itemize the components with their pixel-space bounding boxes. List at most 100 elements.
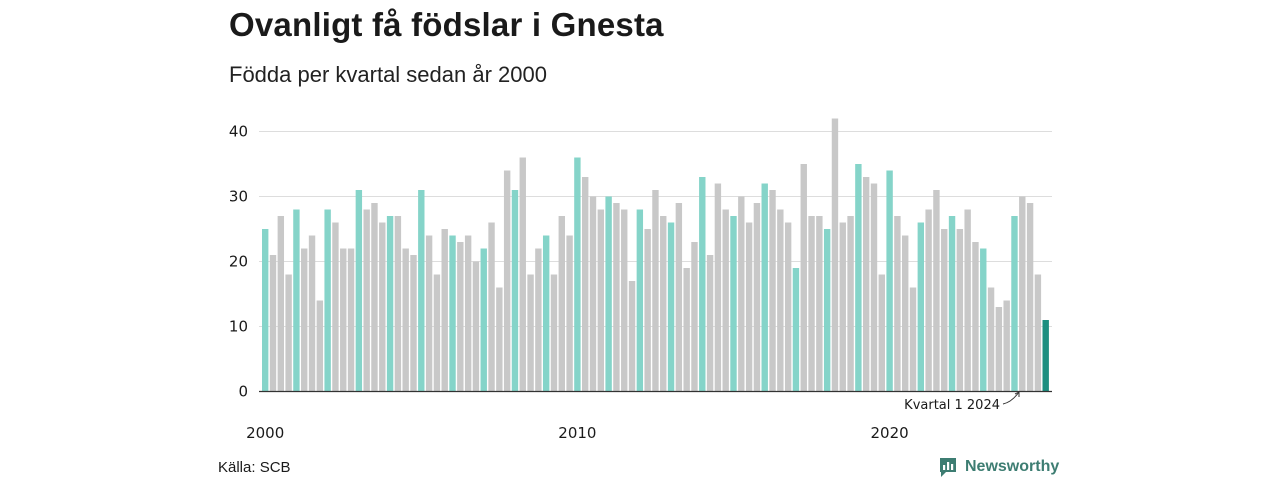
bar: [433, 274, 441, 392]
bar: [675, 203, 683, 392]
bar: [823, 229, 831, 392]
bar: [574, 157, 581, 392]
bar: [269, 255, 277, 392]
bar: [472, 261, 480, 392]
bar: [340, 248, 347, 392]
chart-title: Ovanligt få födslar i Gnesta: [229, 6, 664, 43]
bar: [628, 281, 636, 392]
bar: [636, 209, 644, 392]
bar: [995, 307, 1003, 392]
bar: [941, 229, 948, 392]
y-tick-label: 30: [229, 188, 248, 206]
bar: [1011, 216, 1018, 392]
bar: [917, 222, 925, 392]
x-tick-label: 2000: [246, 424, 284, 442]
bar: [386, 216, 394, 392]
bar: [699, 177, 706, 392]
bar: [363, 209, 370, 392]
x-tick-label: 2020: [871, 424, 909, 442]
bar: [605, 196, 612, 392]
bar: [355, 190, 363, 392]
bar: [488, 222, 495, 392]
annotation-arrowhead: [1014, 391, 1020, 397]
bar: [566, 235, 573, 392]
bar: [948, 216, 956, 392]
bar: [293, 209, 300, 392]
bar: [878, 274, 885, 392]
bar: [1003, 300, 1010, 392]
bar: [425, 235, 433, 392]
bar: [527, 274, 534, 392]
bar: [418, 190, 425, 392]
bar: [550, 274, 558, 392]
bar: [745, 222, 753, 392]
bar: [870, 183, 878, 392]
bar: [722, 209, 729, 392]
annotation-label: Kvartal 1 2024: [904, 398, 1000, 413]
bar: [347, 248, 355, 392]
bar: [394, 216, 402, 392]
bar: [621, 209, 628, 392]
bar: [503, 170, 511, 392]
bar: [511, 190, 519, 392]
y-tick-label: 40: [229, 123, 248, 141]
bar: [660, 216, 667, 392]
bar: [980, 248, 987, 392]
source-note: Källa: SCB: [218, 459, 291, 476]
bar: [519, 157, 526, 392]
bar: [402, 248, 409, 392]
bar: [597, 209, 605, 392]
bar: [496, 287, 503, 392]
bar: [769, 190, 776, 392]
bar: [972, 242, 979, 392]
bar: [480, 248, 487, 392]
bar: [535, 248, 542, 392]
bar: [316, 300, 324, 392]
bar: [784, 222, 792, 392]
bar: [410, 255, 417, 392]
bar: [956, 229, 964, 392]
bar: [933, 190, 940, 392]
brand-name: Newsworthy: [965, 458, 1060, 475]
bar: [730, 216, 737, 392]
bar: [262, 229, 269, 392]
bar: [1034, 274, 1042, 392]
bar: [800, 164, 807, 392]
bar: [808, 216, 815, 392]
bar: [925, 209, 932, 392]
bar: [558, 216, 565, 392]
bar: [862, 177, 870, 392]
bar: [691, 242, 698, 392]
annotation-arrow: [1002, 391, 1020, 405]
bar: [277, 216, 285, 392]
bar: [792, 268, 800, 392]
y-tick-label: 0: [238, 383, 248, 401]
bar: [1042, 320, 1049, 392]
bar: [753, 203, 761, 392]
bar: [449, 235, 456, 392]
bar: [464, 235, 472, 392]
bar: [738, 196, 745, 392]
bar: [332, 222, 339, 392]
bar: [886, 170, 893, 392]
bar: [613, 203, 620, 392]
bar: [761, 183, 768, 392]
bar: [542, 235, 550, 392]
bar: [371, 203, 378, 392]
x-tick-label: 2010: [558, 424, 596, 442]
bar: [1019, 196, 1026, 392]
bar: [816, 216, 823, 392]
bar: [964, 209, 971, 392]
bar: [987, 287, 995, 392]
bar: [652, 190, 659, 392]
bar: [894, 216, 901, 392]
bar: [589, 196, 597, 392]
bar: [831, 118, 839, 392]
bar: [714, 183, 722, 392]
bar: [777, 209, 784, 392]
bar: [1026, 203, 1034, 392]
bar: [457, 242, 464, 392]
bar: [379, 222, 386, 392]
chart-subtitle: Födda per kvartal sedan år 2000: [229, 62, 547, 87]
